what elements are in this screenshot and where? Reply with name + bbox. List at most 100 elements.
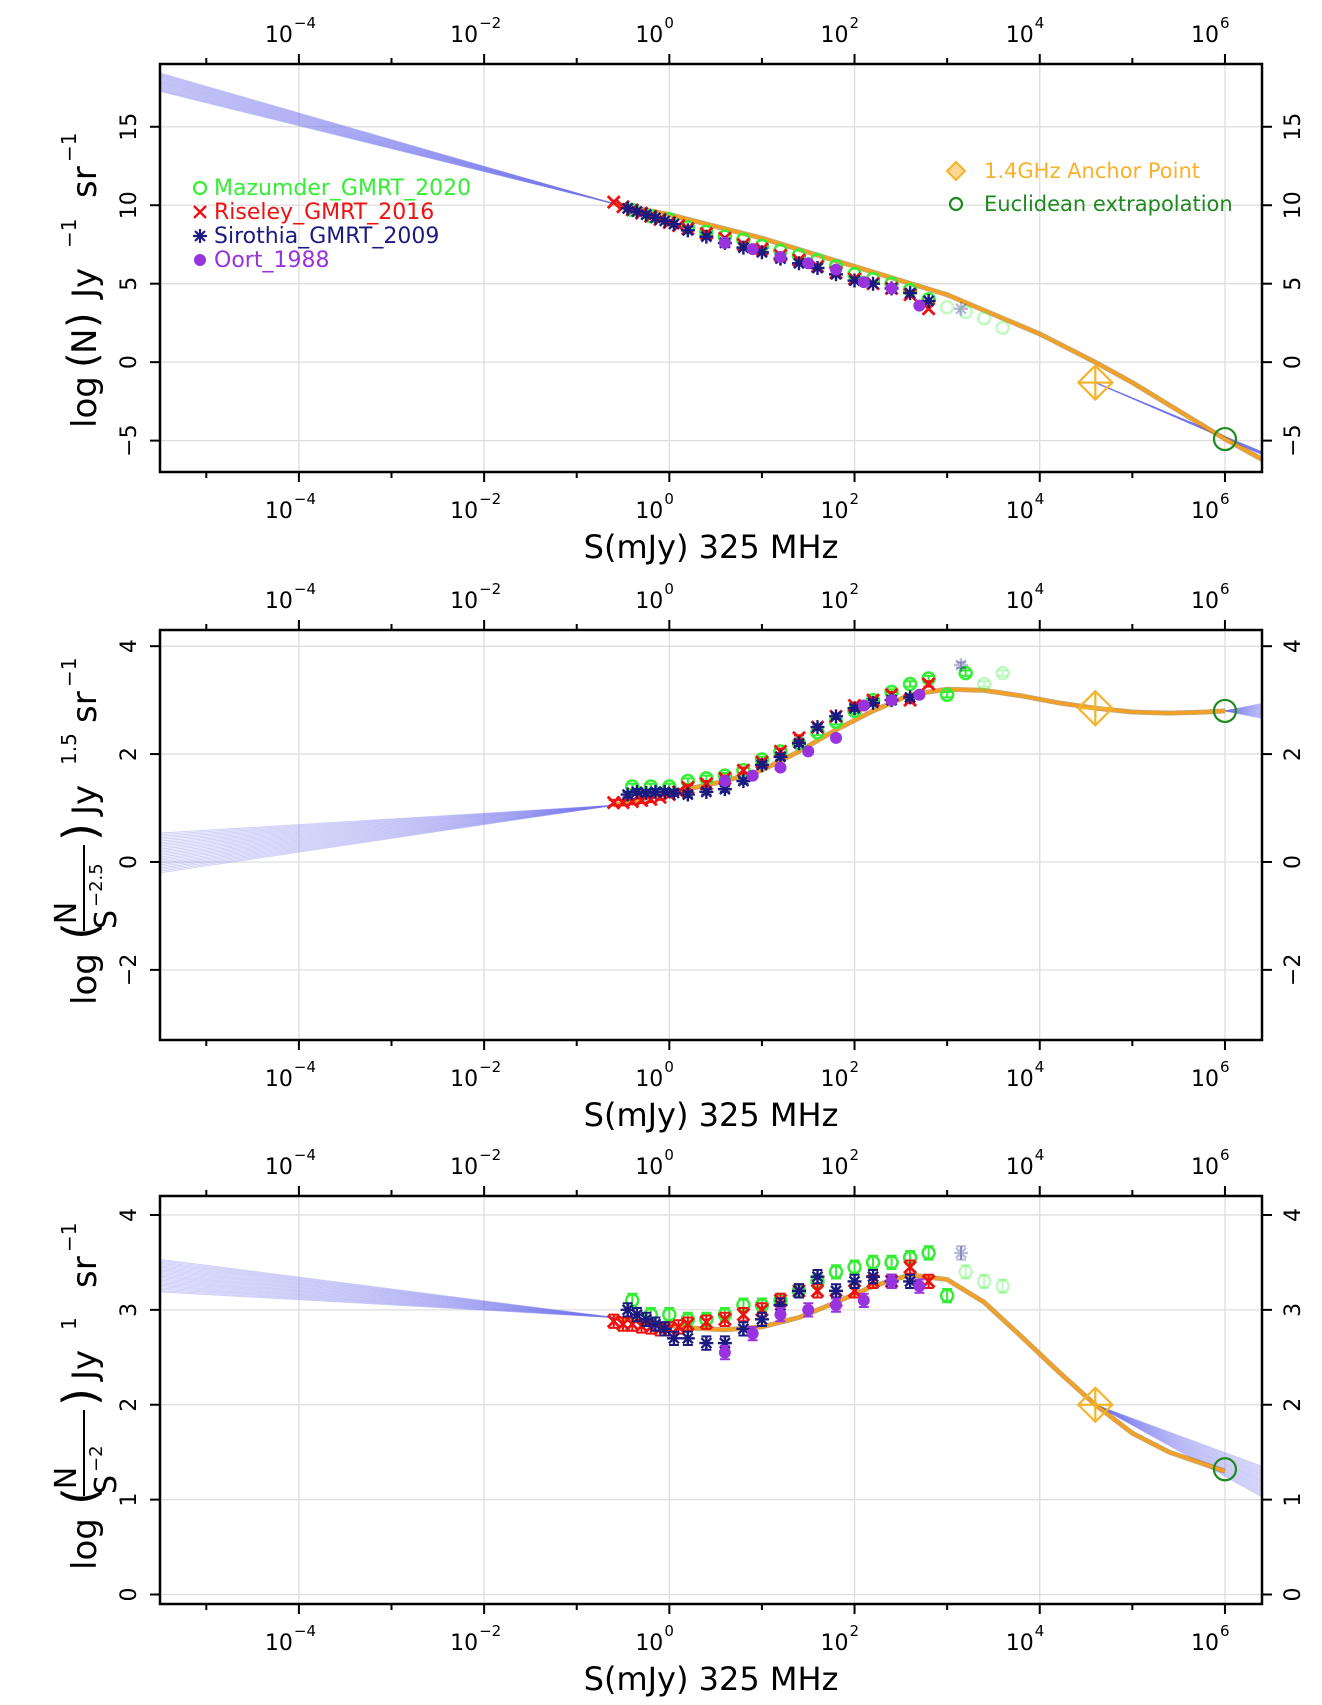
data-point [829,709,843,723]
y-tick-label: 15 [117,113,142,141]
y-label-unit-exp: −1 [57,219,81,248]
y-label-num: N [49,1467,84,1489]
x-tick-exp: 0 [664,1058,674,1076]
y-label-sr: sr [65,166,105,198]
x-tick-label: 10 [450,499,478,524]
legend-marker-oort [194,254,206,266]
y-tick-label: 2 [117,747,142,761]
x-tick-label: 10 [1191,1631,1219,1656]
x-tick-exp: −4 [294,1058,316,1076]
data-point [719,1347,731,1359]
x-tick-label: 10 [821,1067,849,1092]
data-point [858,276,870,288]
y-label-paren: ) [53,823,107,841]
x-tick-exp: 0 [664,1622,674,1640]
x-tick-exp: 2 [850,490,860,508]
x-tick-exp-top: 2 [850,580,860,598]
legend-marker-mazumder [194,182,206,194]
legend-label: 1.4GHz Anchor Point [984,159,1200,183]
y-tick-label: 4 [117,1208,142,1222]
data-point [802,1304,814,1316]
legend-marker-riseley [194,206,206,218]
x-tick-label-top: 10 [265,23,293,48]
y-label-sr-exp: −1 [57,1223,81,1252]
x-tick-exp: 2 [850,1622,860,1640]
legend-circle-icon [950,198,962,210]
data-point [810,720,824,734]
x-tick-label-top: 10 [821,589,849,614]
x-tick-exp-top: −2 [479,580,501,598]
x-tick-exp-top: 6 [1220,14,1230,32]
x-tick-label: 10 [635,1067,663,1092]
x-tick-label: 10 [1191,1067,1219,1092]
y-label-sr-exp: −1 [57,658,81,687]
x-tick-label: 10 [265,1067,293,1092]
x-tick-label: 10 [450,1631,478,1656]
x-tick-exp-top: −2 [479,14,501,32]
x-tick-exp-top: 0 [664,14,674,32]
data-point [681,1331,695,1345]
data-point [747,770,759,782]
data-point [667,786,681,800]
y-label-den: S [89,1475,124,1494]
x-tick-exp-top: 6 [1220,580,1230,598]
legend-label: Mazumder_GMRT_2020 [214,176,471,201]
y-label-sr: sr [65,1256,105,1288]
data-point [774,762,786,774]
x-tick-exp-top: −4 [294,14,316,32]
x-tick-exp-top: 4 [1035,1146,1045,1164]
plot-area [160,1246,1262,1497]
data-point [954,1246,968,1260]
x-tick-label: 10 [1191,499,1219,524]
y-label-paren: ) [60,312,106,328]
x-tick-exp-top: 2 [850,1146,860,1164]
x-tick-label-top: 10 [635,1155,663,1180]
x-tick-label-top: 10 [265,1155,293,1180]
y-tick-label-right: 15 [1281,113,1306,141]
data-point [848,1274,862,1288]
anchor-point [1078,691,1112,725]
data-point [699,230,713,244]
y-tick-label-right: 4 [1281,1208,1306,1222]
data-point [699,785,713,799]
data-point [774,1309,786,1321]
y-label-lead: log [65,376,105,428]
legend-label: Euclidean extrapolation [984,192,1233,216]
legend-star-icon [193,229,207,243]
y-label-den: S [89,910,124,929]
y-tick-label: 5 [117,277,142,291]
data-point [913,1280,925,1292]
y-tick-label: 0 [117,355,142,369]
x-tick-exp-top: −4 [294,580,316,598]
y-tick-label: 0 [117,1588,142,1602]
data-point [830,1299,842,1311]
x-tick-exp: −2 [479,1622,501,1640]
x-tick-exp-top: 4 [1035,14,1045,32]
x-tick-label-top: 10 [450,23,478,48]
y-tick-label-right: 3 [1281,1303,1306,1317]
data-point [681,223,695,237]
x-tick-exp-top: −2 [479,1146,501,1164]
y-label-unit: Jy [65,1350,105,1382]
x-tick-exp-top: 2 [850,14,860,32]
y-tick-label-right: 0 [1281,1588,1306,1602]
figure: 10−410−410−210−2100100102102104104106106… [0,0,1322,1700]
x-axis-label: S(mJy) 325 MHz [584,1096,839,1134]
y-label-paren: ) [53,1388,107,1406]
x-tick-label: 10 [1006,1631,1034,1656]
data-point [802,745,814,757]
x-tick-exp-top: 0 [664,580,674,598]
x-tick-exp: 2 [850,1058,860,1076]
legend-x-icon [194,206,206,218]
y-tick-label-right: 4 [1281,639,1306,653]
y-tick-label: 4 [117,639,142,653]
x-tick-exp-top: 0 [664,1146,674,1164]
y-tick-label: 2 [117,1398,142,1412]
x-tick-exp: 6 [1220,1058,1230,1076]
x-tick-exp: 6 [1220,490,1230,508]
y-tick-label-right: 2 [1281,747,1306,761]
x-tick-label-top: 10 [1006,23,1034,48]
x-tick-exp: 6 [1220,1622,1230,1640]
